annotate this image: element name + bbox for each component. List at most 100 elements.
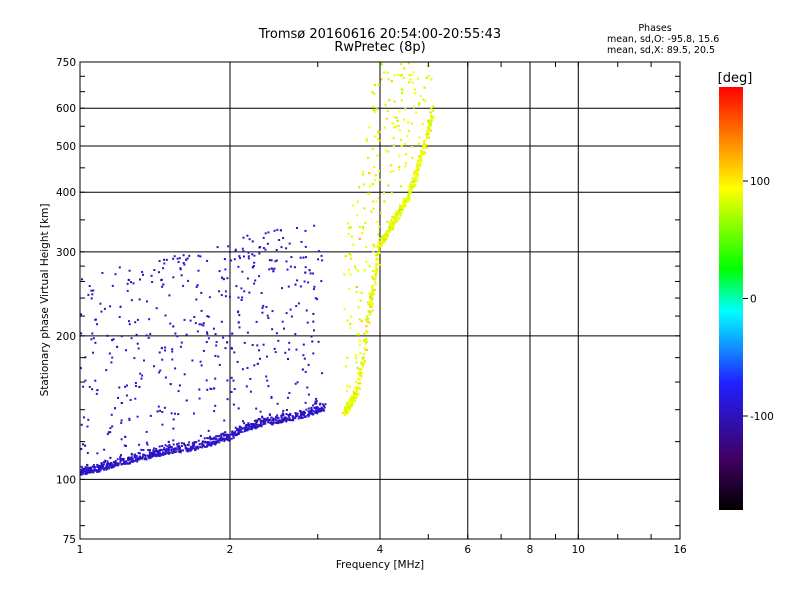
echo-point-o (170, 446, 173, 449)
echo-point-x (348, 287, 351, 290)
echo-point-o (145, 458, 148, 460)
echo-point-o (144, 456, 147, 459)
echo-point-o (180, 445, 183, 447)
echo-point-o (253, 254, 256, 257)
echo-point-o (151, 452, 154, 454)
echo-point-o (79, 367, 82, 370)
echo-point-x (398, 110, 401, 113)
echo-point-o (110, 465, 113, 468)
echo-point-x (383, 200, 386, 203)
echo-point-o (238, 425, 241, 428)
echo-point-x (378, 251, 381, 254)
echo-point-o (120, 458, 123, 461)
echo-point-x (368, 310, 371, 313)
echo-point-x (397, 212, 400, 215)
echo-point-o (108, 467, 110, 470)
echo-point-o (117, 462, 120, 465)
echo-point-o (86, 452, 89, 454)
echo-point-o (294, 417, 297, 420)
echo-point-o (195, 285, 198, 288)
echo-point-o (89, 470, 92, 473)
echo-point-x (365, 260, 368, 263)
echo-point-x (348, 253, 351, 255)
echo-point-x (423, 144, 426, 146)
echo-point-x (390, 219, 392, 222)
echo-point-x (367, 192, 370, 195)
echo-point-o (165, 258, 168, 261)
grid (80, 62, 680, 539)
echo-point-o (96, 452, 99, 455)
echo-point-x (403, 200, 406, 203)
echo-point-o (140, 377, 143, 380)
echo-point-x (368, 192, 371, 195)
echo-point-o (311, 272, 314, 275)
echo-point-o (168, 294, 171, 297)
echo-point-o (142, 453, 145, 456)
echo-point-x (399, 210, 402, 213)
echo-point-x (409, 183, 412, 186)
echo-point-x (393, 100, 396, 103)
echo-point-x (429, 111, 432, 114)
echo-point-o (161, 453, 164, 456)
echo-point-o (97, 467, 100, 469)
colorbar-label: [deg] (718, 71, 753, 86)
echo-point-o (150, 274, 153, 277)
echo-point-x (414, 177, 417, 180)
echo-point-o (206, 443, 209, 446)
echo-point-o (163, 448, 166, 451)
echo-point-x (367, 157, 370, 160)
echo-point-o (97, 464, 100, 467)
echo-point-o (98, 465, 101, 468)
echo-point-o (193, 412, 195, 415)
echo-point-o (218, 290, 221, 293)
echo-point-o (230, 259, 233, 262)
echo-point-x (407, 193, 410, 196)
echo-point-o (316, 409, 319, 412)
echo-point-o (147, 449, 150, 451)
echo-point-x (408, 129, 410, 132)
echo-point-x (351, 396, 354, 399)
echo-point-x (361, 358, 364, 361)
echo-point-o (97, 468, 100, 471)
echo-point-o (201, 444, 204, 447)
echo-point-o (246, 331, 249, 334)
echo-point-o (224, 431, 227, 434)
echo-point-x (404, 143, 407, 145)
echo-point-x (400, 88, 403, 91)
echo-point-o (159, 453, 162, 456)
echo-point-x (428, 129, 431, 132)
echo-point-x (386, 220, 389, 223)
echo-point-o (288, 348, 291, 351)
echo-point-o (106, 463, 109, 466)
echo-point-x (395, 220, 398, 223)
echo-point-o (98, 468, 101, 471)
echo-point-x (418, 103, 420, 106)
echo-point-x (369, 311, 372, 314)
echo-point-o (275, 416, 278, 419)
echo-point-o (116, 345, 119, 348)
echo-point-o (202, 349, 205, 352)
echo-point-x (395, 214, 398, 217)
echo-point-o (174, 412, 176, 415)
echo-point-x (356, 387, 359, 390)
echo-point-o (106, 334, 109, 337)
echo-point-o (182, 254, 185, 257)
echo-point-o (124, 385, 127, 388)
echo-point-o (234, 434, 236, 437)
echo-point-x (408, 196, 411, 199)
echo-point-o (324, 403, 327, 406)
echo-point-x (394, 220, 397, 223)
echo-point-o (224, 434, 227, 437)
echo-point-o (278, 239, 281, 241)
echo-point-o (281, 287, 283, 290)
echo-point-o (135, 385, 137, 387)
echo-point-x (387, 150, 390, 153)
y-tick-label: 200 (56, 331, 76, 343)
echo-point-x (411, 74, 414, 77)
echo-point-o (116, 462, 119, 465)
echo-point-o (308, 414, 311, 417)
echo-point-x (416, 163, 419, 166)
echo-point-o (322, 405, 325, 408)
echo-point-x (404, 197, 407, 200)
echo-point-o (89, 469, 92, 471)
